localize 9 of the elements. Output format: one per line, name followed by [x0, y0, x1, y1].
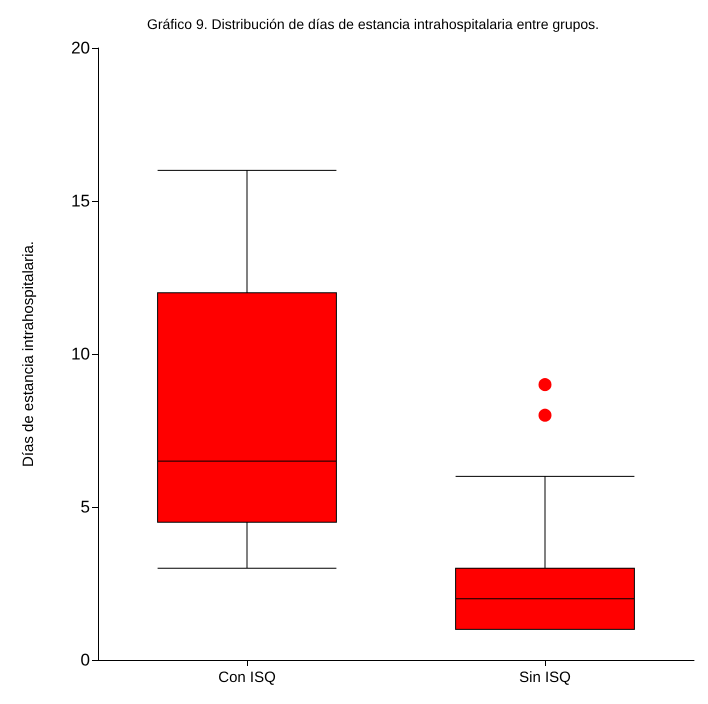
y-tick-label: 5: [80, 498, 90, 516]
chart-title: Gráfico 9. Distribución de días de estancia intrahospitalaria entre grupos.: [146, 16, 600, 32]
y-tick-label: 10: [71, 344, 90, 364]
x-tick-label: Sin ISQ: [519, 669, 571, 686]
x-tick-label: Con ISQ: [218, 669, 276, 686]
y-tick-label: 20: [71, 38, 90, 58]
y-tick-label: 0: [80, 650, 90, 670]
y-axis-title: Días de estancia intrahospitalaria.: [20, 241, 37, 467]
y-tick-label: 15: [71, 192, 90, 210]
